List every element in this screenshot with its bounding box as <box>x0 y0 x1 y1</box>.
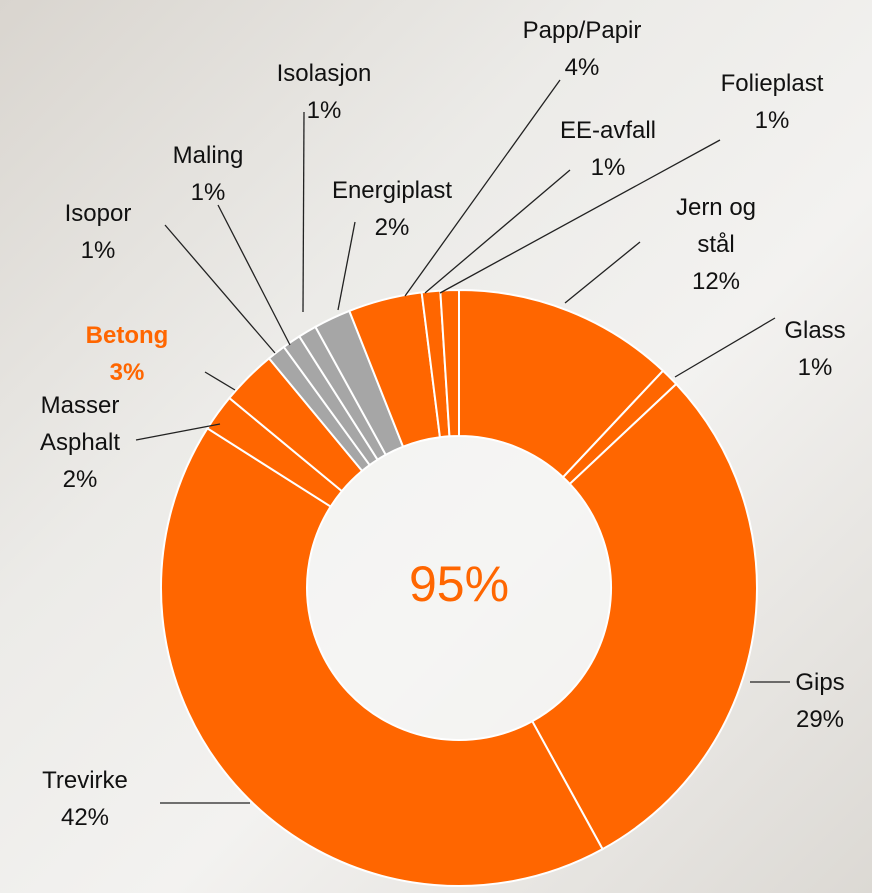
label-name: Glass <box>775 312 855 349</box>
label-value: 1% <box>264 92 384 129</box>
label-value: 4% <box>512 49 652 86</box>
label-name: Isolasjon <box>264 55 384 92</box>
label-name: Gips <box>780 664 860 701</box>
label-value: 12% <box>666 263 766 300</box>
label-name: Energiplast <box>317 172 467 209</box>
label-name: Folieplast <box>707 65 837 102</box>
leader-line <box>218 205 290 345</box>
leader-line <box>565 242 640 303</box>
leader-line <box>675 318 775 377</box>
label-value: 3% <box>72 354 182 391</box>
label-name: EE-avfall <box>543 112 673 149</box>
label-name: Jern og stål <box>666 189 766 263</box>
label-name: Masser Asphalt <box>25 387 135 461</box>
label-name: Isopor <box>48 195 148 232</box>
label-value: 29% <box>780 701 860 738</box>
label-value: 42% <box>25 799 145 836</box>
page: 95% Jern og stål12%Glass1%Gips29%Trevirk… <box>0 0 872 893</box>
label-value: 1% <box>158 174 258 211</box>
leader-line <box>303 112 304 312</box>
label-name: Trevirke <box>25 762 145 799</box>
label-name: Betong <box>72 317 182 354</box>
label-value: 2% <box>25 461 135 498</box>
label-value: 2% <box>317 209 467 246</box>
label-value: 1% <box>48 232 148 269</box>
leader-line <box>205 372 235 390</box>
label-value: 1% <box>707 102 837 139</box>
label-name: Papp/Papir <box>512 12 652 49</box>
label-value: 1% <box>543 149 673 186</box>
label-name: Maling <box>158 137 258 174</box>
label-value: 1% <box>775 349 855 386</box>
center-label: 95% <box>359 555 559 613</box>
